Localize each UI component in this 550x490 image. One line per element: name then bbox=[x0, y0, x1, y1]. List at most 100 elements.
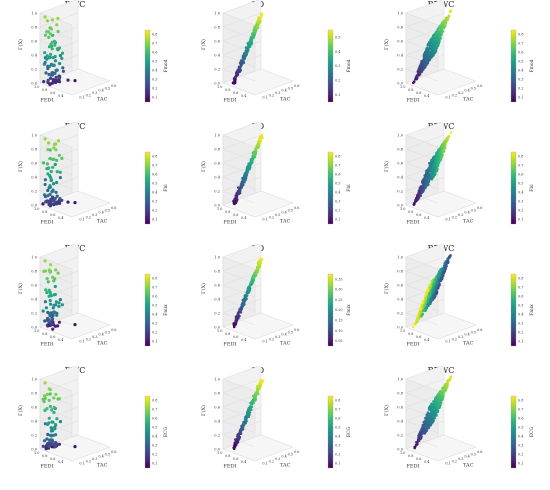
z-tick-label: 1.0 bbox=[397, 378, 403, 382]
x-axis-label: TAC bbox=[280, 96, 291, 102]
x-tick-label: 0.3 bbox=[458, 457, 463, 461]
colorbar-label: Fbl bbox=[346, 184, 352, 192]
scatter-point bbox=[432, 167, 435, 170]
scatter-point bbox=[449, 131, 453, 134]
scatter-point bbox=[421, 430, 424, 433]
scatter-point bbox=[73, 323, 77, 327]
scatter-point bbox=[251, 33, 254, 36]
scatter-point bbox=[51, 429, 55, 433]
colorbar-tick-label: 0.3 bbox=[518, 78, 523, 82]
scatter-point bbox=[431, 37, 434, 40]
x-tick-label: 0.2 bbox=[452, 93, 457, 97]
scatter-point bbox=[43, 15, 47, 19]
y-axis-label: FEDI bbox=[40, 341, 53, 347]
scatter-point bbox=[43, 396, 47, 400]
scatter-point bbox=[443, 389, 447, 393]
chart-panel-rdwc-2: RDWC0.00.20.40.60.81.00.10.20.30.40.50.6… bbox=[368, 244, 550, 364]
scatter-point bbox=[256, 146, 260, 149]
scatter-point bbox=[423, 422, 427, 425]
scatter-point bbox=[260, 13, 263, 16]
colorbar bbox=[510, 273, 517, 347]
scatter-point bbox=[414, 198, 417, 202]
grid-line bbox=[39, 148, 73, 162]
colorbar-tick-label: 0.3 bbox=[152, 322, 157, 326]
y-tick-label: 0.6 bbox=[233, 457, 238, 461]
colorbar bbox=[510, 29, 517, 103]
scatter-point bbox=[43, 381, 47, 385]
scatter-point bbox=[425, 291, 429, 295]
scatter-point bbox=[420, 67, 424, 70]
scatter-point bbox=[437, 274, 440, 278]
grid-line bbox=[39, 12, 79, 28]
scatter-point bbox=[43, 137, 47, 141]
scatter-point bbox=[231, 81, 235, 85]
z-tick-label: 0.4 bbox=[214, 420, 220, 424]
z-axis-label: Γ(X) bbox=[200, 283, 207, 294]
scatter-point bbox=[48, 392, 52, 396]
y-tick-label: 0.4 bbox=[241, 460, 246, 464]
scatter-point bbox=[43, 182, 47, 187]
scatter-point bbox=[47, 398, 51, 402]
grid-line bbox=[405, 256, 445, 272]
grid-line bbox=[405, 134, 445, 150]
scatter-point bbox=[423, 304, 426, 307]
chart-svg: 0.00.20.40.60.81.00.10.20.30.40.50.60.40… bbox=[383, 0, 535, 103]
scatter-point bbox=[43, 33, 48, 37]
scatter-point bbox=[238, 66, 242, 69]
y-tick-label: 0.6 bbox=[50, 335, 55, 339]
scatter-point bbox=[443, 265, 447, 268]
x-tick-label: 0.3 bbox=[458, 91, 463, 95]
z-tick-label: 0.4 bbox=[214, 298, 220, 302]
x-tick-label: 0.3 bbox=[92, 335, 97, 339]
scatter-point bbox=[430, 402, 434, 406]
z-axis-label: Γ(X) bbox=[383, 283, 390, 294]
scatter-point bbox=[426, 287, 430, 291]
scatter-point bbox=[447, 14, 451, 17]
y-tick-label: 0.6 bbox=[233, 91, 238, 95]
z-tick-label: 0.0 bbox=[397, 204, 403, 208]
scatter-point bbox=[51, 306, 55, 310]
colorbar-label: Fmod bbox=[529, 59, 535, 72]
scatter-point bbox=[441, 387, 444, 390]
y-axis-label: FEDI bbox=[406, 463, 419, 469]
scatter-point bbox=[55, 442, 59, 446]
y-axis-label: FEDI bbox=[40, 219, 53, 225]
x-tick-label: 0.3 bbox=[92, 457, 97, 461]
colorbar-label: Fbl bbox=[163, 184, 169, 192]
x-tick-label: 0.4 bbox=[464, 89, 469, 93]
x-tick-label: 0.5 bbox=[288, 208, 293, 212]
scatter-point bbox=[430, 409, 433, 412]
scatter-point bbox=[53, 196, 57, 201]
scatter-point bbox=[442, 145, 445, 149]
colorbar-tick-label: 0.5 bbox=[335, 182, 340, 186]
z-tick-label: 1.0 bbox=[397, 12, 403, 16]
scatter-point bbox=[431, 415, 434, 418]
scatter-point bbox=[427, 295, 430, 299]
z-tick-label: 0.6 bbox=[31, 162, 37, 166]
z-axis-label: Γ(X) bbox=[17, 161, 24, 172]
colorbar-tick-label: 0.5 bbox=[518, 304, 523, 308]
scatter-point bbox=[256, 389, 259, 393]
z-tick-label: 1.0 bbox=[214, 256, 220, 260]
scatter-point bbox=[413, 446, 416, 450]
scatter-point bbox=[432, 156, 435, 160]
scatter-point bbox=[435, 280, 439, 284]
z-tick-label: 0.6 bbox=[397, 406, 403, 410]
scatter-point bbox=[242, 420, 245, 424]
scatter-point bbox=[58, 176, 63, 180]
scatter-point bbox=[260, 257, 264, 261]
scatter-point bbox=[41, 309, 45, 313]
colorbar-label: Fmod bbox=[163, 59, 169, 72]
scatter-point bbox=[234, 201, 238, 204]
colorbar-tick-label: 0.4 bbox=[335, 50, 340, 54]
y-tick-label: 0.4 bbox=[58, 216, 63, 220]
scatter-point bbox=[247, 287, 250, 291]
scatter-point bbox=[50, 322, 54, 326]
scatter-point bbox=[436, 164, 440, 168]
z-tick-label: 0.0 bbox=[397, 448, 403, 452]
y-tick-label: 0.4 bbox=[241, 338, 246, 342]
y-axis-label: FEDI bbox=[40, 463, 53, 469]
z-tick-label: 0.0 bbox=[214, 204, 220, 208]
z-tick-label: 0.8 bbox=[214, 26, 220, 30]
scatter-point bbox=[446, 385, 449, 388]
